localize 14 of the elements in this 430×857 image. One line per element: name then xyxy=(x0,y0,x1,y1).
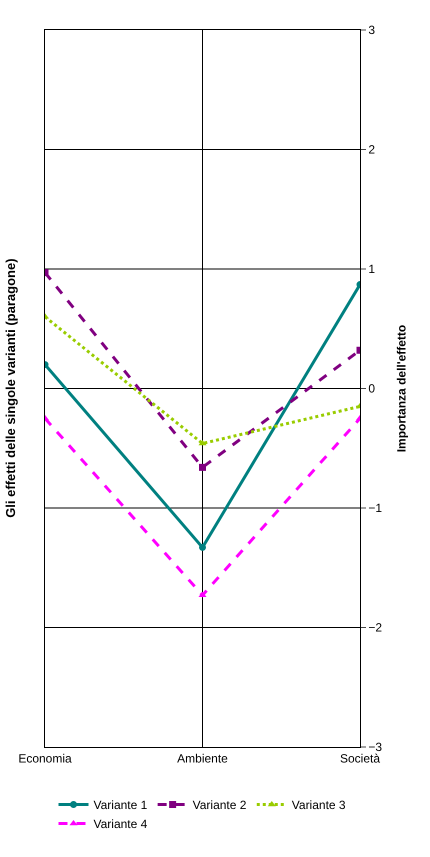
text: Gli effetti delle singole varianti (paragone) xyxy=(2,258,18,518)
x-tick-label: Economia xyxy=(18,751,72,766)
legend-label: Variante 3 xyxy=(292,798,346,812)
y-tick-label: −2 xyxy=(368,620,382,635)
legend-label: Variante 4 xyxy=(94,817,148,832)
y-tick-label: 0 xyxy=(368,382,376,396)
y-tick-label: 1 xyxy=(368,262,376,276)
y-axis-title: Importanza dell'effetto xyxy=(394,324,408,452)
legend-label: Variante 1 xyxy=(94,798,148,812)
legend-label: Variante 2 xyxy=(192,798,247,812)
y-tick-label: 2 xyxy=(368,142,376,157)
x-tick-label: Ambiente xyxy=(177,751,228,766)
y-tick-label: −1 xyxy=(368,501,382,516)
y-tick-label: 3 xyxy=(368,23,376,38)
